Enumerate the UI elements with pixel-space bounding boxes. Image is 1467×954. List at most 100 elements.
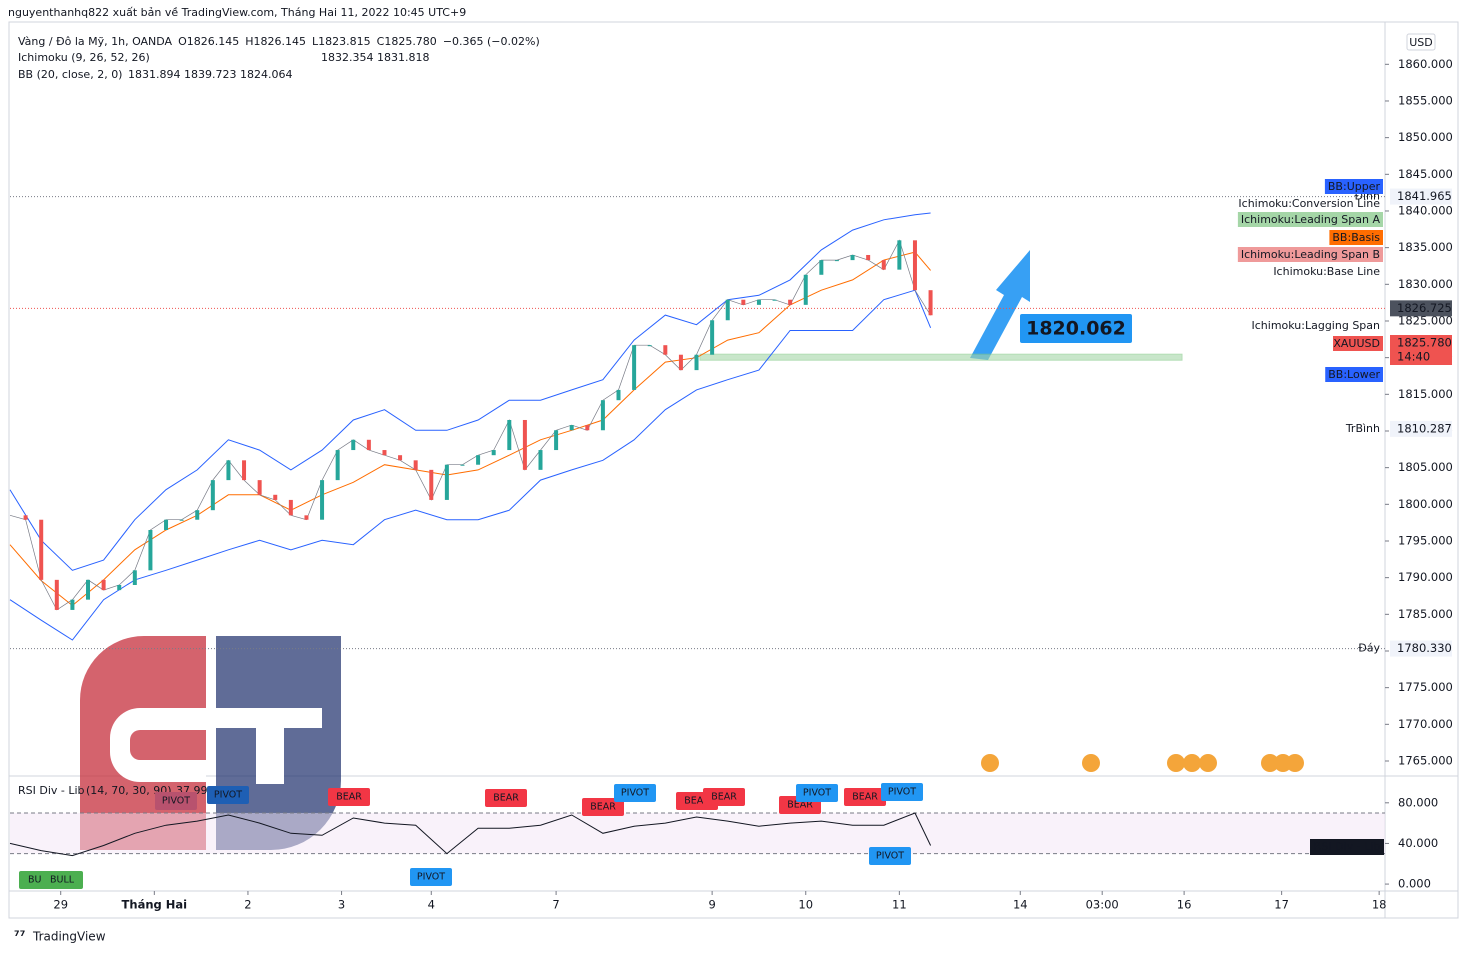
- candle: [54, 579, 59, 610]
- y-tick-label: 1775.000: [1398, 680, 1453, 694]
- signal-box: [328, 788, 370, 806]
- badge: Ichimoku:Leading Span A: [1241, 213, 1381, 226]
- footer-logo: ⁷⁷: [14, 930, 25, 945]
- header: nguyenthanhq822 xuất bản về TradingView.…: [8, 6, 466, 19]
- price-label-box: [1390, 640, 1452, 657]
- candle: [210, 480, 215, 511]
- badge-box: [1325, 367, 1383, 382]
- y-tick-label: 1830.000: [1398, 277, 1453, 291]
- x-tick-label: 10: [798, 898, 813, 912]
- price-tag: Đáy: [1358, 642, 1380, 655]
- candle: [226, 460, 231, 481]
- candle: [382, 450, 387, 456]
- candle: [710, 320, 715, 355]
- candle: [538, 450, 543, 470]
- price-label: 1780.330: [1397, 641, 1452, 655]
- rsi-line: [9, 812, 932, 857]
- badge: Ichimoku:Conversion Line: [1238, 197, 1380, 210]
- signal-box: [207, 786, 249, 804]
- candle: [803, 274, 808, 305]
- candle: [351, 439, 356, 451]
- signal-label: BEAR: [852, 792, 878, 803]
- signal-label: PIVOT: [214, 790, 242, 801]
- arrow: [970, 250, 1030, 360]
- signal-label: PIVOT: [803, 788, 831, 799]
- last-price: 1825.780: [1397, 336, 1452, 350]
- candle: [866, 254, 871, 261]
- price-line: [9, 239, 931, 611]
- symbol-badge-text: XAUUSD: [1333, 337, 1380, 350]
- x-tick-label: 03:00: [1086, 898, 1119, 912]
- rsi-tick-label: 80.000: [1398, 795, 1438, 809]
- y-tick-label: 1800.000: [1398, 497, 1453, 511]
- bb-basis: [9, 251, 931, 607]
- badge-box: [1329, 230, 1383, 245]
- candle: [398, 455, 403, 461]
- legend-name: BB (20, close, 2, 0): [18, 68, 122, 81]
- y-tick-label: 1785.000: [1398, 607, 1453, 621]
- candle: [834, 260, 839, 262]
- badge: BB:Upper: [1328, 180, 1381, 193]
- currency-box: [1406, 33, 1436, 51]
- y-tick-label: 1795.000: [1398, 533, 1453, 547]
- candle: [788, 299, 793, 305]
- x-tick-label: 4: [428, 898, 435, 912]
- y-tick-label: 1860.000: [1398, 57, 1453, 71]
- level-box: [1020, 314, 1132, 343]
- candle: [741, 299, 746, 305]
- candle: [600, 400, 605, 431]
- legend-value: 1824.064: [240, 68, 293, 81]
- badge: Ichimoku:Lagging Span: [1252, 319, 1381, 332]
- candle: [320, 480, 325, 520]
- legend-item: −0.365 (−0.02%): [443, 35, 540, 48]
- calendar-events: [981, 754, 1304, 772]
- signal-label: BEAR: [711, 792, 737, 803]
- y-tick-label: 1790.000: [1398, 570, 1453, 584]
- badge-box: [1237, 247, 1383, 262]
- signal-box: [703, 788, 745, 806]
- badge: BB:Basis: [1332, 231, 1380, 244]
- legend-item: O1826.145: [178, 35, 239, 48]
- candle: [850, 254, 855, 261]
- level-label: 1820.062: [1026, 318, 1126, 340]
- candle: [616, 389, 621, 401]
- signal-label: PIVOT: [621, 788, 649, 799]
- candle: [429, 469, 434, 500]
- badge: BB:Lower: [1328, 368, 1380, 381]
- y-tick-label: 1840.000: [1398, 203, 1453, 217]
- candle: [694, 354, 699, 371]
- price-label: 1841.965: [1397, 189, 1452, 203]
- signal-box: [881, 783, 923, 801]
- price-label: 1826.725: [1397, 301, 1452, 315]
- currency: USD: [1409, 36, 1433, 49]
- candle: [257, 480, 262, 495]
- y-tick-label: 1835.000: [1398, 240, 1453, 254]
- x-tick-label: Tháng Hai: [122, 898, 188, 912]
- candle: [569, 425, 574, 431]
- candle: [772, 299, 777, 301]
- bb-lower: [9, 289, 932, 641]
- y-tick-label: 1805.000: [1398, 460, 1453, 474]
- candle: [444, 464, 449, 500]
- candle: [725, 299, 730, 321]
- candle: [678, 354, 683, 371]
- signal-label: BEAR: [787, 800, 813, 811]
- signal-label: BEAR: [684, 796, 710, 807]
- candle: [195, 510, 200, 520]
- x-tick-label: 9: [708, 898, 715, 912]
- candle: [507, 419, 512, 451]
- rsi-badge: RSI Div - Lib: [1314, 840, 1381, 853]
- candle: [897, 240, 902, 270]
- legend-value: 1839.723: [184, 68, 237, 81]
- price-label-box: [1390, 300, 1452, 317]
- x-tick-label: 7: [552, 898, 559, 912]
- candle: [491, 450, 496, 456]
- y-tick-label: 1825.000: [1398, 313, 1453, 327]
- symbol-badge: [1333, 336, 1383, 351]
- frame: [8, 21, 1459, 919]
- badge-box: [1324, 179, 1383, 194]
- candle: [179, 519, 184, 521]
- signal-label: PIVOT: [888, 787, 916, 798]
- candle: [86, 579, 91, 600]
